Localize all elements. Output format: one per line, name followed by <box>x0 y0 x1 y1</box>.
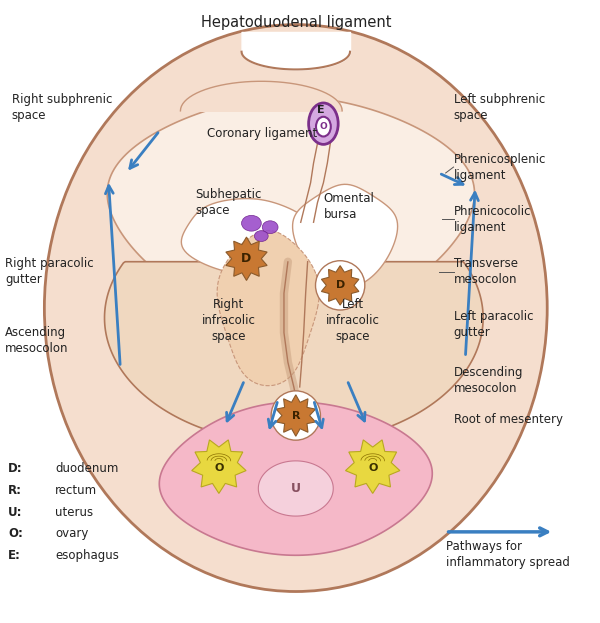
Text: D:: D: <box>8 462 23 475</box>
Polygon shape <box>276 395 316 436</box>
Ellipse shape <box>316 117 331 136</box>
Text: D: D <box>241 252 251 265</box>
Text: Subhepatic
space: Subhepatic space <box>195 188 262 217</box>
Polygon shape <box>181 81 342 111</box>
Text: Ascending
mesocolon: Ascending mesocolon <box>5 326 68 355</box>
Text: ovary: ovary <box>55 527 89 540</box>
Polygon shape <box>107 97 475 312</box>
Text: O: O <box>368 463 377 473</box>
Text: Pathways for
inflammatory spread: Pathways for inflammatory spread <box>446 540 569 569</box>
Text: O: O <box>320 122 327 131</box>
Polygon shape <box>159 402 432 555</box>
Polygon shape <box>293 184 398 288</box>
Text: uterus: uterus <box>55 506 94 518</box>
Polygon shape <box>346 440 400 493</box>
Text: U:: U: <box>8 506 22 518</box>
Ellipse shape <box>316 260 365 310</box>
Text: U: U <box>291 482 301 495</box>
Text: E: E <box>317 105 324 115</box>
Text: Right subphrenic
space: Right subphrenic space <box>12 93 112 122</box>
Ellipse shape <box>262 221 278 234</box>
Text: Root of mesentery: Root of mesentery <box>454 413 563 426</box>
Ellipse shape <box>271 391 320 440</box>
Text: Omental
bursa: Omental bursa <box>323 192 374 221</box>
Polygon shape <box>322 265 359 305</box>
Text: Descending
mesocolon: Descending mesocolon <box>454 366 523 394</box>
Text: rectum: rectum <box>55 484 97 497</box>
Ellipse shape <box>254 231 268 242</box>
Text: Left
infracolic
space: Left infracolic space <box>326 298 380 343</box>
Text: Left paracolic
gutter: Left paracolic gutter <box>454 310 533 340</box>
Polygon shape <box>191 440 246 493</box>
Text: Right paracolic
gutter: Right paracolic gutter <box>5 257 94 286</box>
Text: O:: O: <box>8 527 23 540</box>
Text: esophagus: esophagus <box>55 549 119 562</box>
Ellipse shape <box>44 24 547 591</box>
Text: Phrenicocolic
ligament: Phrenicocolic ligament <box>454 205 531 234</box>
Text: Transverse
mesocolon: Transverse mesocolon <box>454 257 518 286</box>
Text: Right
infracolic
space: Right infracolic space <box>202 298 256 343</box>
Polygon shape <box>181 199 311 273</box>
Text: Hepatoduodenal ligament: Hepatoduodenal ligament <box>200 14 391 30</box>
Text: Coronary ligament: Coronary ligament <box>207 127 317 140</box>
Text: Left subphrenic
space: Left subphrenic space <box>454 93 545 122</box>
Polygon shape <box>217 231 319 386</box>
Text: Phrenicosplenic
ligament: Phrenicosplenic ligament <box>454 153 546 181</box>
Text: D: D <box>335 280 345 290</box>
Polygon shape <box>226 237 267 280</box>
Text: R:: R: <box>8 484 22 497</box>
Text: R: R <box>292 411 300 421</box>
Ellipse shape <box>308 103 338 145</box>
Text: O: O <box>214 463 224 473</box>
Text: duodenum: duodenum <box>55 462 119 475</box>
Polygon shape <box>259 461 333 516</box>
Ellipse shape <box>242 216 261 231</box>
Polygon shape <box>104 262 483 444</box>
Text: E:: E: <box>8 549 21 562</box>
